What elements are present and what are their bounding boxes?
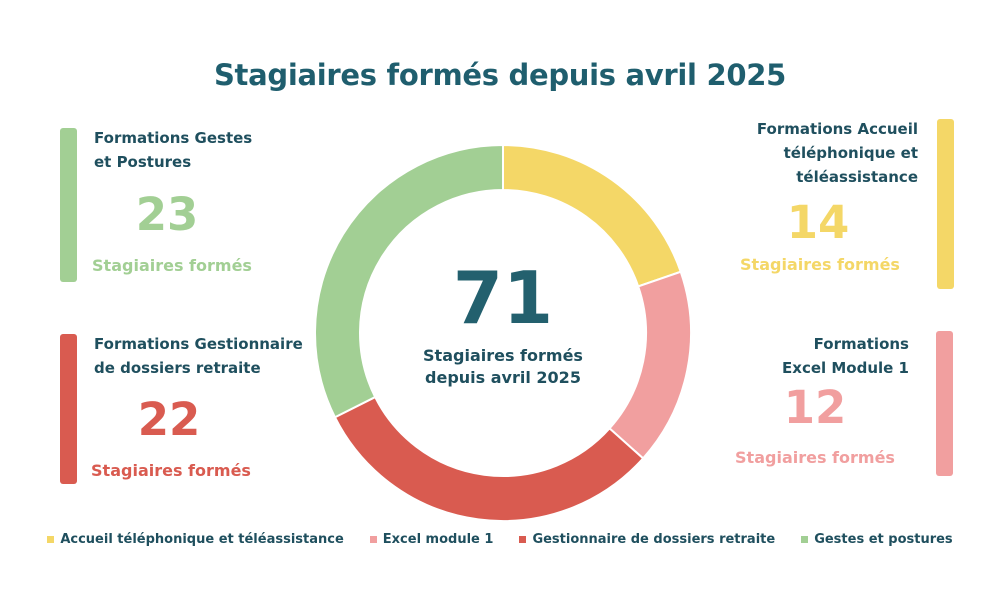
center-caption: Stagiaires formés depuis avril 2025 (390, 345, 616, 389)
card-gestes-title: Formations Gestes et Postures (94, 126, 294, 174)
card-accueil-title-line2: téléphonique et (783, 144, 918, 162)
donut-slice-gestionnaire (333, 395, 645, 522)
legend-swatch-gestionnaire (519, 536, 527, 543)
legend-label-gestionnaire: Gestionnaire de dossiers retraite (532, 532, 776, 547)
card-excel-title-line2: Excel Module 1 (782, 359, 909, 377)
card-gestionnaire-title: Formations Gestionnaire de dossiers retr… (94, 332, 314, 380)
card-excel-caption: Stagiaires formés (735, 448, 895, 467)
card-gestes-title-line1: Formations Gestes (94, 129, 253, 147)
donut-slice-excel (608, 270, 692, 460)
card-accueil-title: Formations Accueil téléphonique et téléa… (718, 117, 918, 189)
legend-label-accueil: Accueil téléphonique et téléassistance (60, 532, 344, 547)
center-caption-line2: depuis avril 2025 (425, 368, 581, 387)
legend-item-accueil: Accueil téléphonique et téléassistance (47, 532, 344, 547)
legend: Accueil téléphonique et téléassistance E… (0, 532, 1000, 547)
card-excel-title: Formations Excel Module 1 (709, 332, 909, 380)
legend-swatch-gestes (801, 536, 809, 543)
legend-item-gestes: Gestes et postures (801, 532, 953, 547)
card-accueil-title-line3: téléassistance (796, 168, 918, 186)
card-gestes-title-line2: et Postures (94, 153, 192, 171)
legend-item-excel: Excel module 1 (369, 532, 494, 547)
legend-label-gestes: Gestes et postures (814, 532, 953, 547)
chart-title: Stagiaires formés depuis avril 2025 (213, 58, 787, 92)
legend-swatch-accueil (47, 536, 55, 543)
card-gestionnaire-bar (60, 334, 77, 484)
card-accueil-caption: Stagiaires formés (740, 255, 900, 274)
center-caption-line1: Stagiaires formés (423, 346, 583, 365)
card-accueil-value: 14 (786, 196, 850, 249)
card-accueil-bar (937, 119, 954, 289)
card-gestionnaire-title-line1: Formations Gestionnaire (94, 335, 303, 353)
card-gestes-value: 23 (135, 188, 199, 241)
card-excel-title-line1: Formations (813, 335, 909, 353)
legend-item-gestionnaire: Gestionnaire de dossiers retraite (519, 532, 775, 547)
card-excel-value: 12 (783, 381, 847, 434)
card-accueil-title-line1: Formations Accueil (756, 120, 918, 138)
legend-swatch-excel (369, 536, 377, 543)
card-gestionnaire-value: 22 (137, 393, 201, 446)
center-total: 71 (452, 256, 554, 340)
donut-slice-gestes (314, 143, 504, 419)
card-gestes-bar (60, 128, 77, 282)
card-gestionnaire-caption: Stagiaires formés (91, 461, 251, 480)
card-gestes-caption: Stagiaires formés (92, 256, 252, 275)
legend-label-excel: Excel module 1 (382, 532, 494, 547)
card-gestionnaire-title-line2: de dossiers retraite (94, 359, 261, 377)
card-excel-bar (936, 331, 953, 476)
